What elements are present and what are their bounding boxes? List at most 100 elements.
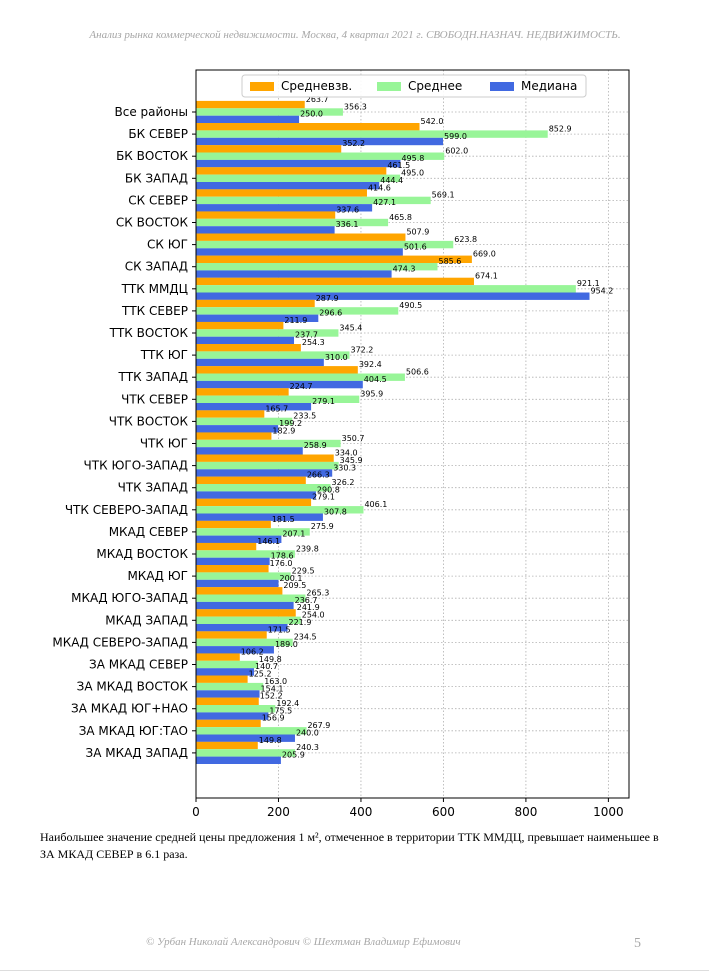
- data-label: 266.3: [307, 471, 330, 480]
- bar-median: [196, 226, 335, 234]
- bar-mean: [196, 130, 548, 138]
- bar-weighted: [196, 388, 289, 396]
- bar-weighted: [196, 100, 305, 109]
- category-label: МКАД СЕВЕР: [109, 525, 188, 539]
- bar-median: [196, 624, 288, 632]
- bar-weighted: [196, 476, 306, 484]
- bar-mean: [196, 749, 296, 757]
- category-label: МКАД ЮГО-ЗАПАД: [71, 591, 188, 605]
- data-label: 163.0: [264, 677, 287, 686]
- data-label: 310.0: [325, 353, 348, 362]
- bar-mean: [196, 174, 401, 182]
- data-label: 258.9: [304, 441, 327, 450]
- data-label: 192.4: [276, 699, 299, 708]
- data-label: 237.7: [295, 331, 318, 340]
- bar-mean: [196, 196, 431, 205]
- bar-mean: [196, 484, 331, 492]
- bar-median: [196, 447, 303, 455]
- bar-median: [196, 756, 281, 764]
- bar-mean: [196, 373, 405, 381]
- bar-weighted: [196, 189, 367, 197]
- data-label: 954.2: [590, 287, 613, 296]
- category-label: ЗА МКАД ЗАПАД: [86, 746, 189, 760]
- bar-mean: [196, 660, 258, 669]
- data-label: 229.5: [292, 566, 315, 575]
- x-tick-label: 400: [349, 805, 372, 819]
- bar-weighted: [196, 697, 259, 705]
- bar-mean: [196, 218, 389, 227]
- data-label: 501.6: [404, 242, 427, 251]
- category-label: СК ВОСТОК: [116, 216, 189, 230]
- bar-weighted: [196, 211, 336, 219]
- category-label: СК ЗАПАД: [125, 260, 188, 274]
- bar-weighted: [196, 498, 312, 507]
- bar-median: [196, 557, 270, 566]
- category-label: ЧТК СЕВЕР: [121, 392, 188, 406]
- data-label: 414.6: [368, 183, 391, 192]
- category-label: ТТК ЮГ: [140, 348, 188, 362]
- data-label: 240.3: [296, 743, 319, 752]
- category-label: ТТК ЗАПАД: [117, 370, 188, 384]
- data-label: 852.9: [549, 124, 572, 133]
- bar-weighted: [196, 675, 248, 683]
- data-label: 149.8: [259, 736, 282, 745]
- bar-median: [196, 601, 294, 610]
- data-label: 395.9: [360, 390, 383, 399]
- data-label: 392.4: [359, 360, 382, 369]
- data-label: 474.3: [393, 264, 416, 273]
- bar-median: [196, 690, 260, 698]
- data-label: 465.8: [389, 213, 412, 222]
- report-header: Анализ рынка коммерческой недвижимости. …: [89, 29, 621, 41]
- bar-weighted: [196, 609, 296, 617]
- data-label: 602.0: [445, 147, 468, 156]
- data-label: 254.0: [302, 611, 325, 620]
- data-label: 337.6: [336, 205, 359, 214]
- category-label: ЧТК ЮГ: [140, 437, 188, 451]
- bar-weighted: [196, 145, 342, 153]
- category-label: ЗА МКАД ЮГ:ТАО: [79, 724, 188, 738]
- category-label: БК СЕВЕР: [128, 127, 188, 141]
- legend-box: [241, 74, 587, 98]
- bar-median: [196, 646, 274, 654]
- data-label: 240.0: [296, 729, 319, 738]
- bar-median: [196, 469, 333, 477]
- x-tick-label: 0: [192, 805, 200, 819]
- bar-mean: [196, 439, 341, 448]
- bar-weighted: [196, 631, 267, 639]
- bar-mean: [196, 572, 291, 580]
- data-label: 189.0: [275, 640, 298, 649]
- data-label: 296.6: [319, 309, 342, 318]
- category-label: ЧТК ВОСТОК: [109, 414, 189, 428]
- data-label: 307.8: [324, 508, 347, 517]
- bar-mean: [196, 616, 301, 624]
- category-label: МКАД СЕВЕРО-ЗАПАД: [52, 635, 188, 649]
- x-tick-labels: 0 200 400 600 800 1000: [192, 798, 624, 819]
- bar-weighted: [196, 233, 406, 241]
- data-label: 287.9: [316, 294, 339, 303]
- bar-median: [196, 425, 279, 433]
- data-label: 263.7: [306, 95, 329, 104]
- bar-mean: [196, 705, 276, 713]
- plot-frame: [195, 69, 630, 799]
- bar-weighted: [196, 366, 358, 374]
- data-label: 125.2: [249, 670, 272, 679]
- category-label: ЧТК СЕВЕРО-ЗАПАД: [65, 503, 188, 517]
- bar-weighted: [196, 520, 271, 529]
- bar-median: [196, 336, 295, 345]
- bar-weighted: [196, 299, 315, 308]
- data-label: 241.9: [297, 603, 320, 612]
- bar-mean: [196, 240, 454, 249]
- bar-mean: [196, 307, 399, 315]
- data-label: 334.0: [335, 449, 358, 458]
- page-number: 5: [634, 936, 641, 951]
- legend-entry: Среднее: [408, 79, 462, 93]
- data-label: 444.4: [380, 176, 403, 185]
- legend-swatch: [377, 82, 401, 91]
- category-label: МКАД ЗАПАД: [105, 613, 188, 627]
- data-label: 336.1: [336, 220, 359, 229]
- data-label: 205.9: [282, 751, 305, 760]
- bar-median: [196, 270, 392, 278]
- bar-mean: [196, 594, 306, 602]
- bar-median: [196, 115, 300, 124]
- category-label: ЗА МКАД СЕВЕР: [89, 658, 188, 672]
